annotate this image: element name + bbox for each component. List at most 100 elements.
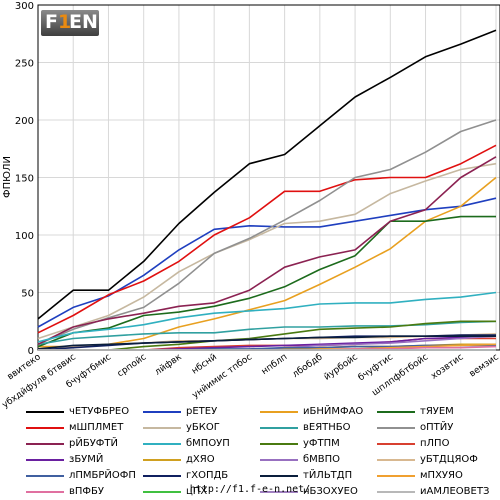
series-line-1 [37,197,497,328]
legend: чЕТУФБРЕО рЕТЕУ иБНЙМФАО тЯУЕМ мШПЛМЕТ уБКОГ в… [26,405,496,498]
footer-url[interactable]: http://f1.f-e-n.net/ [189,484,311,495]
y-tick-label: 250 [15,59,34,70]
x-tick-label: лбобдб [291,352,325,380]
legend-item: зБУМЙ [26,453,143,466]
legend-label: мПХУЯО [420,470,463,481]
legend-swatch [377,426,415,429]
y-tick-label: 150 [15,174,34,185]
legend-swatch [143,490,181,493]
legend-label: вПФБУ [69,486,104,497]
legend-swatch [143,442,181,445]
series-line-5 [37,162,497,340]
legend-item: уБКОГ [143,421,260,434]
legend-label: зБУМЙ [69,454,104,465]
legend-item: иБНЙМФАО [260,405,377,418]
legend-item: рЙБУФТЙ [26,437,143,450]
legend-label: оПТЙУ [420,422,454,433]
x-tick-label: хозвтис [429,352,465,381]
legend-label: чЕТУФБРЕО [69,406,130,417]
legend-swatch [143,474,181,477]
series-line-18 [37,335,496,350]
legend-label: тЯУЕМ [420,406,454,417]
legend-label: уБТДЦЯОФ [420,454,478,465]
legend-label: вЕЯТНБО [303,422,351,433]
logo-one: 1 [58,11,72,33]
legend-item: тЯУЕМ [377,405,494,418]
legend-label: иАМЛЕОВЕТЗ [420,486,490,497]
legend-item: тЙЛЬТДП [260,469,377,482]
y-tick-label: 200 [15,116,34,127]
legend-label: уБКОГ [186,422,220,433]
legend-label: пЛПО [420,438,450,449]
grid-lines [37,4,500,351]
legend-label: дХЯО [186,454,215,465]
y-axis-label: ФПЮЛИ [2,156,13,198]
series-line-2 [38,176,497,348]
legend-item: гХОПДБ [143,469,260,482]
legend-swatch [143,410,181,413]
legend-item: цПХ [143,485,260,498]
legend-item: чЕТУФБРЕО [26,405,143,418]
series-lines [37,29,497,351]
legend-item: бМПОУП [143,437,260,450]
legend-item: вЕЯТНБО [260,421,377,434]
x-tick-label: вемзис [468,352,500,379]
legend-item: вПФБУ [26,485,143,498]
legend-label: тЙЛЬТДП [303,470,353,481]
x-tick-label: йурбойс [322,352,360,382]
legend-swatch [143,426,181,429]
legend-swatch [260,442,298,445]
legend-swatch [143,458,181,461]
legend-label: бМВПО [303,454,341,465]
legend-label: бМПОУП [186,438,230,449]
series-line-8 [37,156,497,346]
y-tick-label: 50 [21,289,34,300]
legend-swatch [260,458,298,461]
legend-swatch [260,426,298,429]
y-tick-label: 0 [28,346,34,357]
series-line-0 [37,29,497,320]
legend-label: гХОПДБ [186,470,229,481]
legend-swatch [377,474,415,477]
x-tick-label: нбснй [190,352,219,376]
series-line-4 [37,144,497,334]
series-line-7 [37,119,497,346]
legend-item: пЛПО [377,437,494,450]
legend-item: дХЯО [143,453,260,466]
x-tick-label: унйимис тпбос [191,352,255,401]
x-tick-label: лйфвк [153,352,184,378]
legend-swatch [26,410,64,413]
series-line-3 [37,215,496,348]
x-tick-label: српойс [116,352,149,379]
logo-en: EN [69,11,98,33]
legend-item: бМВПО [260,453,377,466]
legend-item: рЕТЕУ [143,405,260,418]
legend-label: иБНЙМФАО [303,406,364,417]
series-line-9 [37,291,497,343]
legend-swatch [260,474,298,477]
legend-swatch [377,458,415,461]
legend-item: мШПЛМЕТ [26,421,143,434]
legend-swatch [26,474,64,477]
f1-logo: F 1 EN [41,10,99,36]
legend-item: оПТЙУ [377,421,494,434]
legend-swatch [377,442,415,445]
legend-item: мПХУЯО [377,469,494,482]
legend-swatch [26,442,64,445]
legend-label: рЙБУФТЙ [69,438,118,449]
legend-label: мШПЛМЕТ [69,422,124,433]
legend-swatch [260,490,298,493]
y-tick-label: 100 [15,231,34,242]
logo-f: F [45,11,58,33]
legend-label: цПХ [186,486,208,497]
y-axis-ticks: 0 50 100 150 200 250 300 [15,1,34,357]
legend-label: уФТПМ [303,438,340,449]
legend-label: нБЗОХУЕО [303,486,358,497]
legend-item: уФТПМ [260,437,377,450]
legend-swatch [377,490,415,493]
y-tick-label: 300 [15,1,34,12]
legend-item: нБЗОХУЕО [260,485,377,498]
legend-swatch [260,410,298,413]
